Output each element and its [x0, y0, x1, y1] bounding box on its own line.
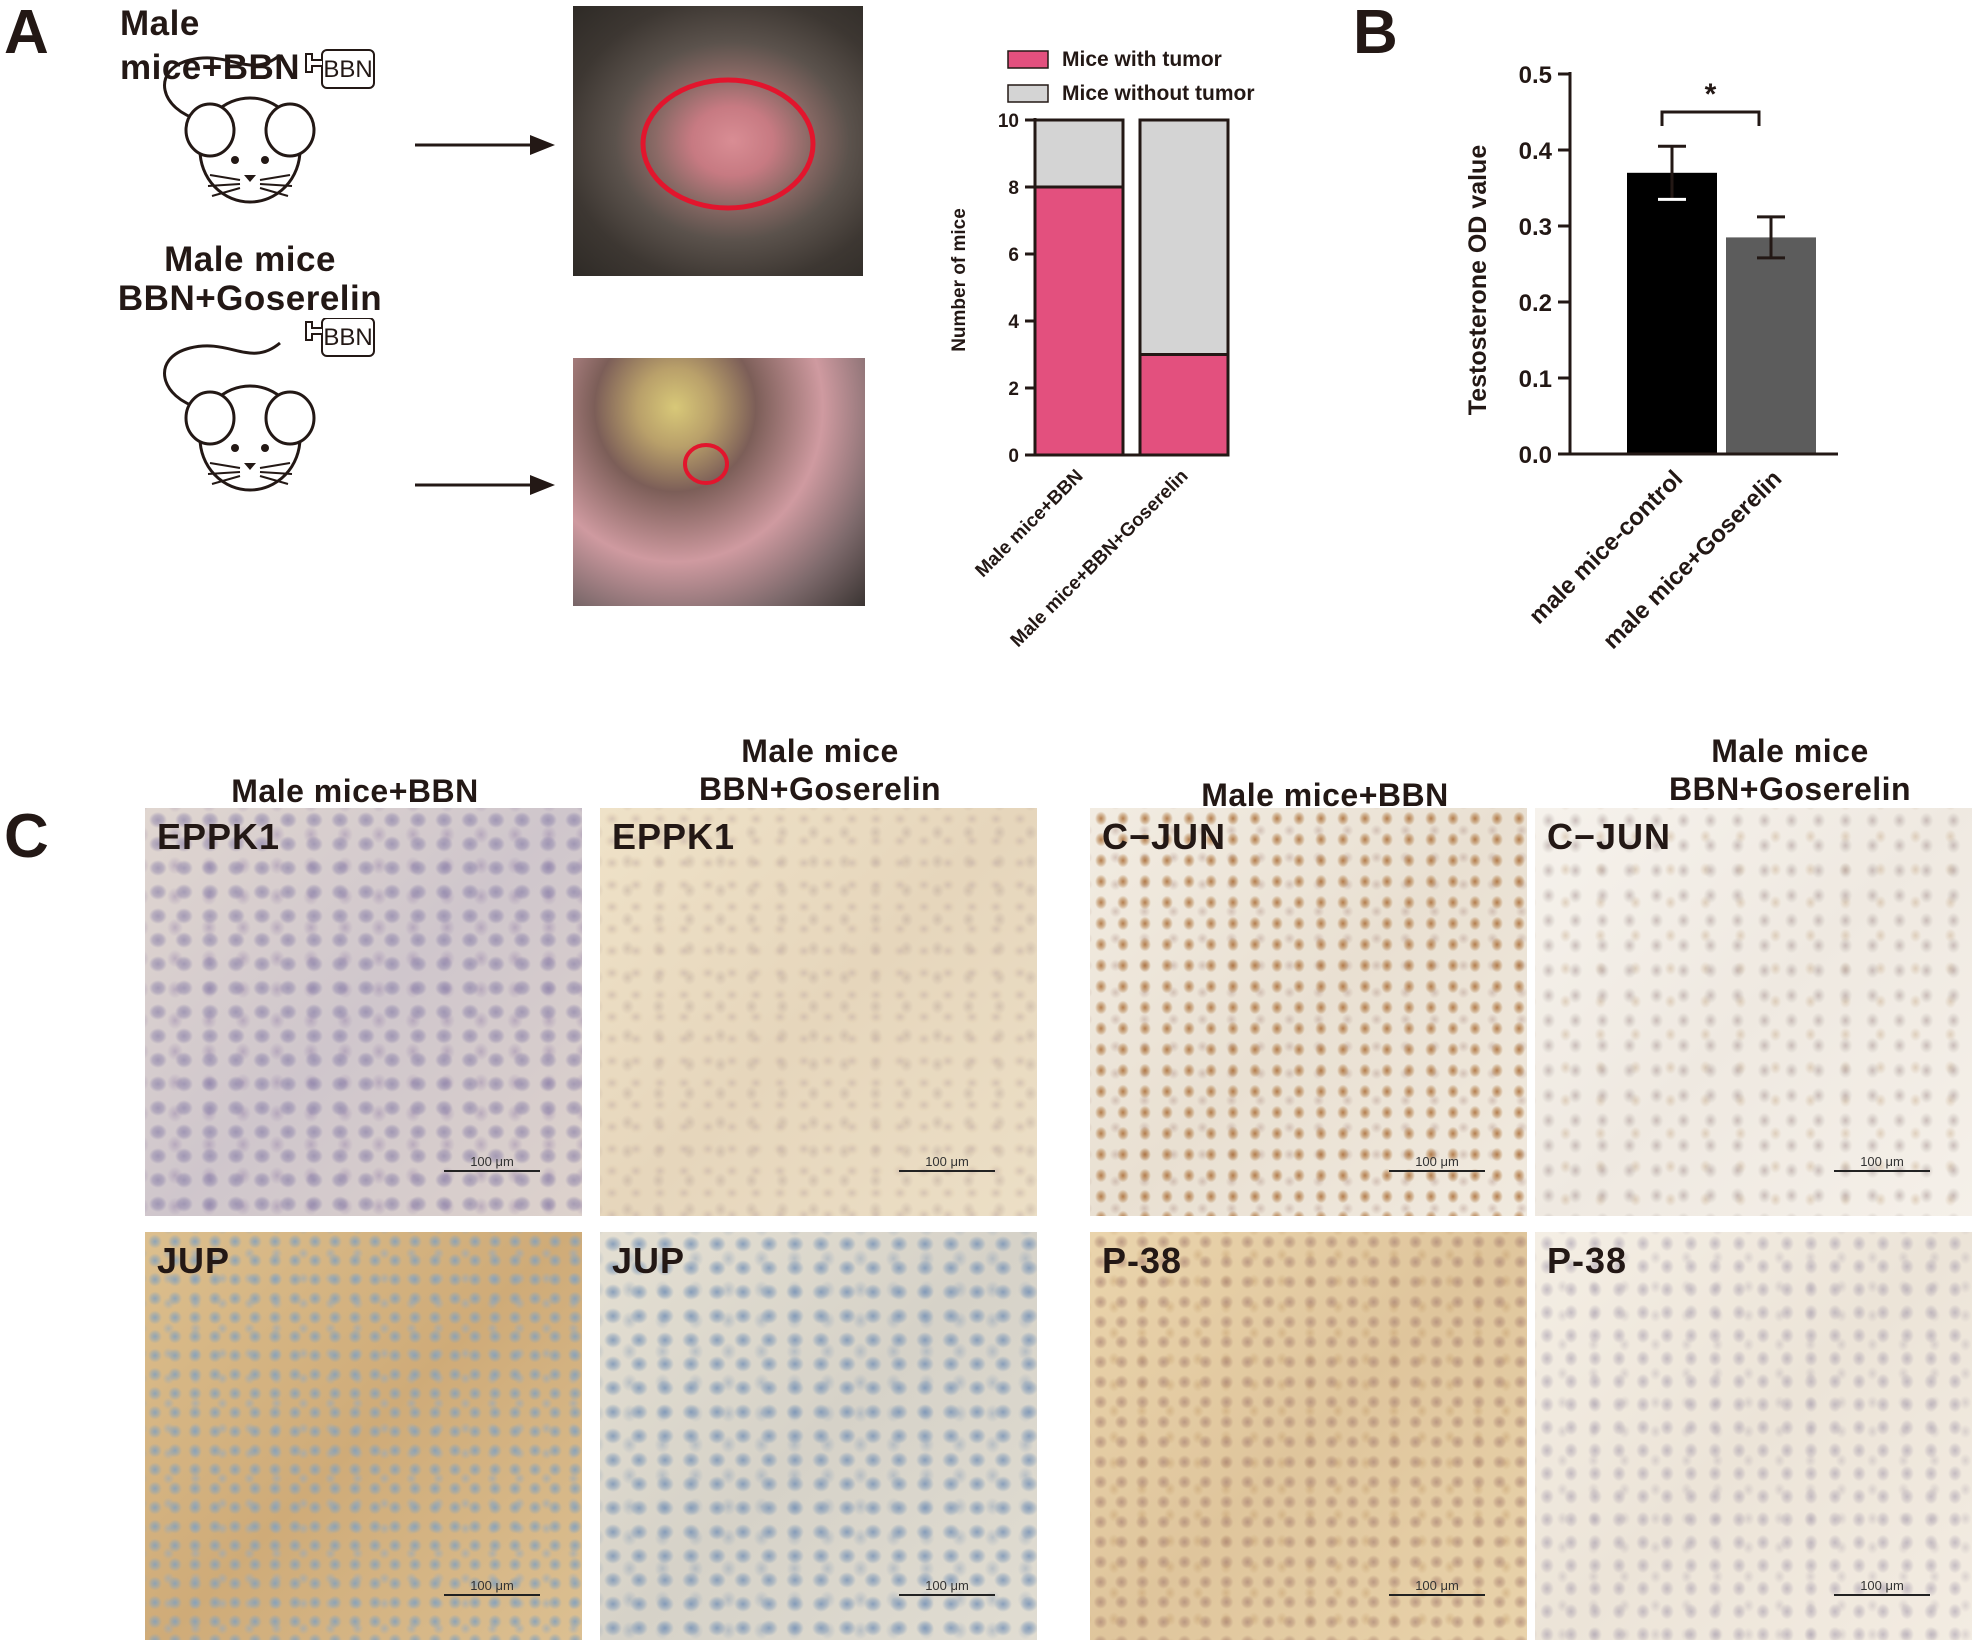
legend-label-no-tumor: Mice without tumor [1062, 82, 1255, 105]
col-title-1-line1: Male mice+BBN [231, 773, 479, 809]
ihc-marker-label: C−JUN [1102, 816, 1227, 857]
panel-label-c: C [4, 802, 49, 871]
arrow-right-icon [415, 475, 555, 495]
col-title-1: Male mice+BBN [145, 772, 565, 810]
stacked-bar-chart: Mice with tumor Mice without tumor Male … [949, 48, 1255, 652]
scale-bar-text: 100 μm [1415, 1578, 1459, 1593]
panel-label-b: B [1353, 0, 1398, 67]
legend-label-tumor: Mice with tumor [1062, 48, 1222, 71]
y-tick-label: 0.0 [1519, 442, 1552, 469]
col-title-2-line1: Male mice [741, 733, 899, 769]
ihc-marker-label: JUP [612, 1240, 686, 1281]
scale-bar: 100 μm [1389, 1579, 1485, 1596]
y-tick-label: 0.1 [1519, 366, 1552, 393]
ihc-marker-label: EPPK1 [612, 816, 736, 857]
chart-a-ylabel: Number of mice [949, 208, 970, 352]
x-tick-label: male mice+Goserelin [1598, 465, 1787, 654]
ihc-marker-label: EPPK1 [157, 816, 281, 857]
scale-bar: 100 μm [899, 1155, 995, 1172]
scale-bar: 100 μm [1389, 1155, 1485, 1172]
ihc-image-cjun-goserelin: C−JUN 100 μm [1535, 808, 1972, 1216]
ihc-image-eppk1-bbn: EPPK1 100 μm [145, 808, 582, 1216]
ihc-image-jup-bbn: JUP 100 μm [145, 1232, 582, 1640]
ihc-image-p38-bbn: P-38 100 μm [1090, 1232, 1527, 1640]
scale-bar: 100 μm [1834, 1155, 1930, 1172]
col-title-3-line1: Male mice+BBN [1201, 777, 1449, 813]
mouse-illustration-2: BBN [163, 318, 375, 492]
col-title-4-line2: BBN+Goserelin [1668, 771, 1912, 807]
scale-bar-text: 100 μm [925, 1578, 969, 1593]
scale-bar-text: 100 μm [1860, 1578, 1904, 1593]
bottle-label-2: BBN [323, 324, 372, 351]
scale-bar-text: 100 μm [925, 1154, 969, 1169]
ihc-marker-label: JUP [157, 1240, 231, 1281]
bar-segment-no-tumor [1138, 118, 1230, 356]
chart-b-ylabel: Testosterone OD value [1464, 145, 1492, 416]
bar-segment-tumor [1138, 353, 1230, 457]
col-title-4: Male mice BBN+Goserelin [1570, 732, 1975, 808]
y-tick-label: 2 [1008, 379, 1019, 400]
y-tick-label: 0.2 [1519, 290, 1552, 317]
ihc-marker-label: C−JUN [1547, 816, 1672, 857]
ihc-image-jup-goserelin: JUP 100 μm [600, 1232, 1037, 1640]
x-tick-label: Male mice+BBN+Goserelin [1007, 466, 1193, 652]
bar [1627, 172, 1717, 455]
ihc-image-p38-goserelin: P-38 100 μm [1535, 1232, 1972, 1640]
scale-bar-text: 100 μm [1860, 1154, 1904, 1169]
y-tick-label: 0.4 [1519, 138, 1553, 165]
legend: Mice with tumor Mice without tumor [1007, 48, 1255, 105]
ihc-marker-label: P-38 [1102, 1240, 1183, 1281]
group1-title: Male mice+BBN [120, 4, 301, 87]
legend-swatch-no-tumor [1007, 84, 1049, 103]
scale-bar-text: 100 μm [470, 1578, 514, 1593]
group2-title-line2: BBN+Goserelin [117, 279, 383, 318]
y-tick-label: 8 [1008, 178, 1019, 199]
ihc-image-eppk1-goserelin: EPPK1 100 μm [600, 808, 1037, 1216]
scale-bar: 100 μm [444, 1155, 540, 1172]
col-title-2: Male mice BBN+Goserelin [600, 732, 1040, 808]
ihc-image-cjun-bbn: C−JUN 100 μm [1090, 808, 1527, 1216]
arrow-right-icon [415, 135, 555, 155]
group2-title-line1: Male mice [164, 240, 336, 279]
scale-bar: 100 μm [899, 1579, 995, 1596]
bar [1726, 237, 1816, 454]
y-tick-label: 10 [998, 111, 1019, 132]
y-tick-label: 0.5 [1519, 62, 1552, 89]
significance-star: * [1705, 78, 1717, 111]
col-title-3: Male mice+BBN [1115, 776, 1535, 814]
col-title-2-line2: BBN+Goserelin [698, 771, 942, 807]
ihc-marker-label: P-38 [1547, 1240, 1628, 1281]
scale-bar: 100 μm [444, 1579, 540, 1596]
tumor-photo-goserelin [573, 358, 865, 606]
y-tick-label: 0 [1008, 446, 1019, 467]
mouse-illustration-1: BBN [163, 49, 375, 204]
scale-bar-text: 100 μm [1415, 1154, 1459, 1169]
bottle-label-1: BBN [323, 56, 372, 83]
y-tick-label: 0.3 [1519, 214, 1552, 241]
scale-bar-text: 100 μm [470, 1154, 514, 1169]
legend-swatch-tumor [1007, 50, 1049, 69]
bar-segment-no-tumor [1033, 118, 1125, 189]
x-tick-label: Male mice+BBN [972, 466, 1088, 582]
significance-bracket [1660, 110, 1761, 126]
scale-bar: 100 μm [1834, 1579, 1930, 1596]
y-tick-label: 4 [1008, 312, 1019, 333]
col-title-4-line1: Male mice [1711, 733, 1869, 769]
y-tick-label: 6 [1008, 245, 1019, 266]
bar-segment-tumor [1033, 185, 1125, 457]
tumor-photo-bbn [573, 6, 863, 276]
panel-label-a: A [4, 0, 49, 67]
